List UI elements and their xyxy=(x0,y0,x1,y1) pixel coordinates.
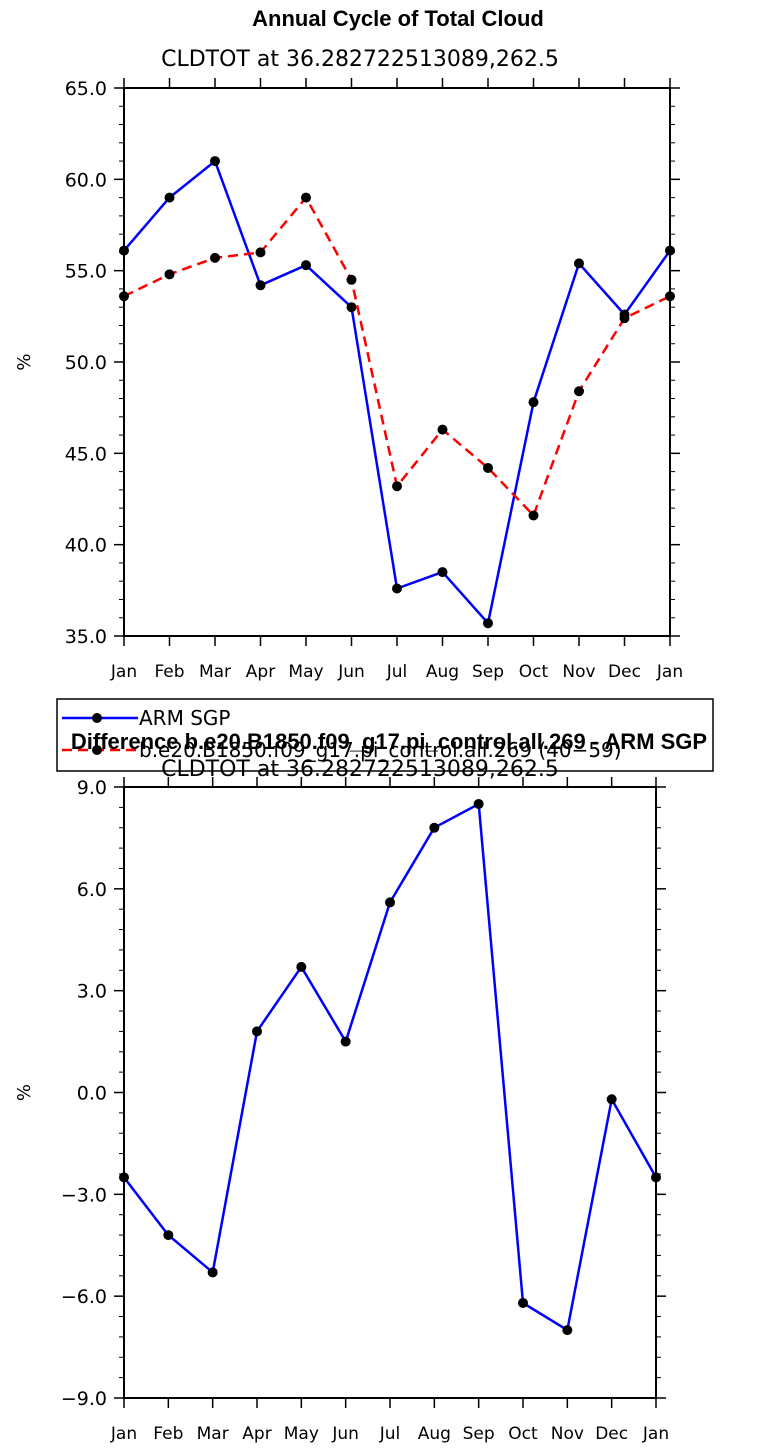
data-point xyxy=(210,252,220,263)
legend-label: b.e20.B1850.f09_g17.pi_control.all.269 (… xyxy=(139,738,622,762)
data-point xyxy=(119,1172,129,1183)
data-point xyxy=(473,798,484,809)
chart-title: Annual Cycle of Total Cloud xyxy=(252,6,544,31)
data-point xyxy=(119,291,129,302)
y-tick-label: 35.0 xyxy=(65,626,107,648)
y-tick-label: 6.0 xyxy=(77,879,107,901)
y-tick-label: 65.0 xyxy=(65,78,107,100)
data-point xyxy=(210,156,220,167)
data-point xyxy=(518,1297,528,1308)
x-tick-label: Sep xyxy=(472,662,504,682)
data-point xyxy=(301,192,311,203)
data-point xyxy=(385,897,395,908)
x-tick-label: Jul xyxy=(379,1424,401,1444)
data-point xyxy=(346,302,357,313)
x-tick-label: Oct xyxy=(519,662,549,682)
plot-frame xyxy=(123,87,671,637)
data-point xyxy=(665,291,675,302)
data-point xyxy=(119,245,129,256)
x-tick-label: Dec xyxy=(595,1424,628,1444)
series-line-0 xyxy=(123,802,658,1332)
chart-subtitle: CLDTOT at 36.282722513089,262.5 xyxy=(161,757,559,782)
data-point xyxy=(574,258,584,269)
data-point xyxy=(437,424,448,435)
x-tick-label: Sep xyxy=(463,1424,495,1444)
data-point xyxy=(340,1036,351,1047)
data-point xyxy=(528,397,539,408)
data-point xyxy=(163,1230,174,1241)
data-point xyxy=(651,1172,661,1183)
chart-subtitle: CLDTOT at 36.282722513089,262.5 xyxy=(161,47,559,72)
x-tick-label: Mar xyxy=(197,1424,229,1444)
x-tick-label: Oct xyxy=(508,1424,538,1444)
data-point xyxy=(255,247,266,258)
data-point xyxy=(528,510,539,521)
data-point xyxy=(207,1267,218,1278)
x-tick-label: Feb xyxy=(153,1424,183,1444)
x-tick-label: May xyxy=(284,1424,319,1444)
annual-cycle-chart: Annual Cycle of Total Cloud CLDTOT at 36.… xyxy=(14,6,714,772)
chart-title: Difference b.e20.B1850.f09_g17.pi_contro… xyxy=(71,729,707,754)
y-tick-label: 40.0 xyxy=(65,535,107,557)
data-point xyxy=(392,481,402,492)
data-point xyxy=(164,192,175,203)
data-point xyxy=(164,269,175,280)
legend-label: ARM SGP xyxy=(139,706,230,730)
data-point xyxy=(483,462,493,473)
legend-marker xyxy=(92,713,102,723)
x-tick-label: Nov xyxy=(562,662,595,682)
y-axis-label: % xyxy=(14,1084,35,1101)
y-tick-label: 0.0 xyxy=(77,1083,107,1105)
data-point xyxy=(483,618,493,629)
data-point xyxy=(437,567,448,578)
x-tick-label: Feb xyxy=(154,662,184,682)
x-tick-label: Jul xyxy=(386,662,408,682)
y-tick-label: 3.0 xyxy=(77,981,107,1003)
x-tick-label: Aug xyxy=(426,662,459,682)
y-tick-label: 50.0 xyxy=(65,352,107,374)
data-point xyxy=(346,274,357,285)
data-point xyxy=(665,245,675,256)
x-tick-label: Jun xyxy=(331,1424,359,1444)
x-tick-label: Nov xyxy=(551,1424,584,1444)
x-tick-label: Jan xyxy=(656,662,683,682)
y-tick-label: −3.0 xyxy=(61,1184,107,1206)
y-tick-label: −6.0 xyxy=(61,1286,107,1308)
y-tick-label: 45.0 xyxy=(65,443,107,465)
y-tick-label: −9.0 xyxy=(61,1388,107,1410)
series-line-1 xyxy=(123,196,671,517)
x-tick-label: May xyxy=(288,662,323,682)
data-point xyxy=(429,822,440,833)
y-tick-label: 9.0 xyxy=(77,777,107,799)
data-point xyxy=(252,1026,262,1037)
series-line-0 xyxy=(123,159,672,625)
data-point xyxy=(392,583,402,594)
legend-marker xyxy=(92,745,102,755)
data-point xyxy=(574,386,584,397)
data-point xyxy=(296,961,307,972)
y-tick-label: 60.0 xyxy=(65,169,107,191)
x-tick-label: Jan xyxy=(110,1424,137,1444)
y-axis-label: % xyxy=(14,353,35,370)
x-tick-label: Mar xyxy=(199,662,231,682)
x-tick-label: Apr xyxy=(246,662,275,682)
legend: ARM SGP b.e20.B1850.f09_g17.pi_control.al… xyxy=(56,698,714,772)
y-tick-label: 55.0 xyxy=(65,261,107,283)
x-tick-label: Apr xyxy=(242,1424,271,1444)
data-point xyxy=(255,280,266,291)
x-tick-label: Jan xyxy=(642,1424,669,1444)
x-tick-label: Jun xyxy=(337,662,365,682)
data-point xyxy=(619,313,630,324)
x-tick-label: Dec xyxy=(608,662,641,682)
legend-box xyxy=(56,698,714,772)
data-point xyxy=(301,260,311,271)
difference-chart: Difference b.e20.B1850.f09_g17.pi_contro… xyxy=(14,729,707,1444)
x-tick-label: Jan xyxy=(110,662,137,682)
plot-frame xyxy=(123,786,657,1399)
x-tick-label: Aug xyxy=(418,1424,451,1444)
data-point xyxy=(562,1325,573,1336)
data-point xyxy=(606,1094,617,1105)
